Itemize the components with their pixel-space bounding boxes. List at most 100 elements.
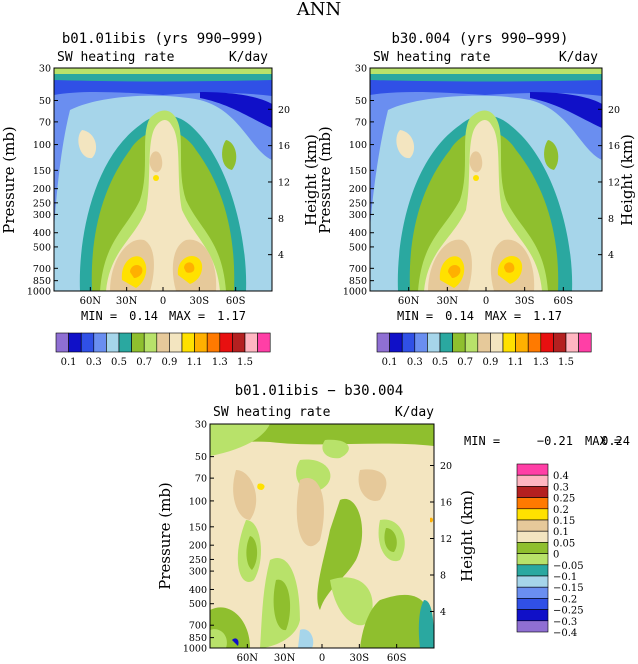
colorbar-swatch <box>244 332 258 353</box>
pressure-tick-label: 850 <box>189 633 207 644</box>
lat-tick-label: 0 <box>160 296 166 307</box>
panel-3-ylabel-right: Height (km) <box>458 490 476 582</box>
colorbar-swatch <box>516 553 549 566</box>
colorbar-swatch <box>516 530 549 543</box>
panel-2-colorbar: 0.1 0.3 0.5 0.7 0.9 1.1 1.3 1.5 <box>376 332 592 368</box>
panel-1-max-value: 1.17 <box>217 309 246 323</box>
colorbar-swatch <box>55 332 69 353</box>
lat-tick-label: 60N <box>237 653 259 664</box>
colorbar-label: 0.3 <box>553 482 569 493</box>
panel-3-colorbar: 0.40.30.250.20.150.10.050−0.05−0.1−0.15−… <box>516 463 584 639</box>
colorbar-label: 0.1 <box>382 357 398 368</box>
colorbar-swatch <box>143 332 158 353</box>
panel-1-colorbar: 0.1 0.3 0.5 0.7 0.9 1.1 1.3 1.5 <box>55 332 271 368</box>
colorbar-swatch <box>169 332 183 353</box>
colorbar-swatch <box>156 332 170 353</box>
colorbar-label: −0.25 <box>553 606 584 617</box>
height-tick-label: 8 <box>440 570 446 581</box>
colorbar-swatch <box>118 332 132 353</box>
colorbar-swatch <box>490 332 504 353</box>
height-tick-label: 20 <box>608 105 620 116</box>
colorbar-label: −0.05 <box>553 561 584 572</box>
pressure-tick-label: 250 <box>189 555 207 566</box>
panel-3-lat-ticks: 60N 30N 0 30S 60S <box>237 644 407 664</box>
pressure-tick-label: 50 <box>39 96 51 107</box>
colorbar-swatch <box>401 332 416 353</box>
colorbar-label: 0.1 <box>61 357 77 368</box>
pressure-tick-label: 70 <box>39 117 51 128</box>
colorbar-swatch <box>414 332 428 353</box>
panel-3-subtitle-left: SW heating rate <box>213 405 331 420</box>
pressure-tick-label: 200 <box>349 184 367 195</box>
colorbar-swatch <box>80 332 95 353</box>
colorbar-swatch <box>516 497 549 510</box>
height-tick-label: 8 <box>278 214 284 225</box>
colorbar-label: 0.3 <box>407 357 423 368</box>
pressure-tick-label: 400 <box>33 228 51 239</box>
panel-1-max-label: MAX = <box>169 309 205 323</box>
panel-3: b01.01ibis − b30.004 SW heating rate K/d… <box>156 383 630 664</box>
colorbar-label: 1.5 <box>237 357 253 368</box>
panel-1-title: b01.01ibis (yrs 990−999) <box>62 31 264 47</box>
colorbar-swatch <box>516 586 549 599</box>
colorbar-swatch <box>439 332 453 353</box>
colorbar-swatch <box>477 332 491 353</box>
pressure-tick-label: 50 <box>355 96 367 107</box>
height-tick-label: 4 <box>278 250 284 261</box>
colorbar-swatch <box>565 332 579 353</box>
pressure-tick-label: 100 <box>349 140 367 151</box>
pressure-tick-label: 700 <box>189 621 207 632</box>
colorbar-swatch <box>232 332 246 353</box>
lat-tick-label: 0 <box>319 653 325 664</box>
colorbar-swatch <box>527 332 542 353</box>
pressure-tick-label: 30 <box>195 420 207 431</box>
panel-3-subtitle-right: K/day <box>395 405 434 420</box>
colorbar-swatch <box>516 508 549 521</box>
pressure-tick-label: 1000 <box>183 644 207 655</box>
panel-1-min-label: MIN = <box>81 309 117 323</box>
colorbar-label: −0.4 <box>553 628 577 639</box>
panel-3-title: b01.01ibis − b30.004 <box>235 383 404 399</box>
lat-tick-label: 0 <box>483 296 489 307</box>
lat-tick-label: 60S <box>554 296 574 307</box>
colorbar-swatch <box>516 575 549 588</box>
pressure-tick-label: 500 <box>189 599 207 610</box>
pressure-tick-label: 70 <box>355 117 367 128</box>
colorbar-swatch <box>376 332 390 353</box>
panel-2-min-value: 0.14 <box>445 309 474 323</box>
panel-3-contours <box>210 424 434 648</box>
colorbar-swatch <box>206 332 221 353</box>
colorbar-swatch <box>516 474 549 487</box>
pressure-tick-label: 250 <box>349 198 367 209</box>
colorbar-label: 0.7 <box>457 357 473 368</box>
lat-tick-label: 30N <box>437 296 459 307</box>
colorbar-label: 1.3 <box>212 357 228 368</box>
colorbar-swatch <box>427 332 441 353</box>
panel-2-min-label: MIN = <box>397 309 433 323</box>
colorbar-label: 0.7 <box>136 357 152 368</box>
colorbar-swatch <box>194 332 208 353</box>
colorbar-swatch <box>516 542 549 554</box>
height-tick-label: 4 <box>440 607 446 618</box>
colorbar-label: 0.1 <box>553 527 569 538</box>
lat-tick-label: 30N <box>274 653 296 664</box>
colorbar-swatch <box>516 609 549 622</box>
colorbar-label: 1.3 <box>533 357 549 368</box>
height-tick-label: 16 <box>440 497 452 508</box>
panel-1-subtitle-left: SW heating rate <box>57 50 175 65</box>
pressure-tick-label: 150 <box>33 166 51 177</box>
pressure-tick-label: 1000 <box>27 287 51 298</box>
colorbar-swatch <box>257 332 271 353</box>
pressure-tick-label: 200 <box>189 541 207 552</box>
pressure-tick-label: 500 <box>349 242 367 253</box>
pressure-tick-label: 100 <box>189 496 207 507</box>
height-tick-label: 20 <box>278 105 290 116</box>
colorbar-label: 0.3 <box>86 357 102 368</box>
pressure-tick-label: 250 <box>33 198 51 209</box>
colorbar-label: 0.5 <box>111 357 127 368</box>
pressure-tick-label: 50 <box>195 452 207 463</box>
panel-2-ylabel: Pressure (mb) <box>316 126 334 234</box>
